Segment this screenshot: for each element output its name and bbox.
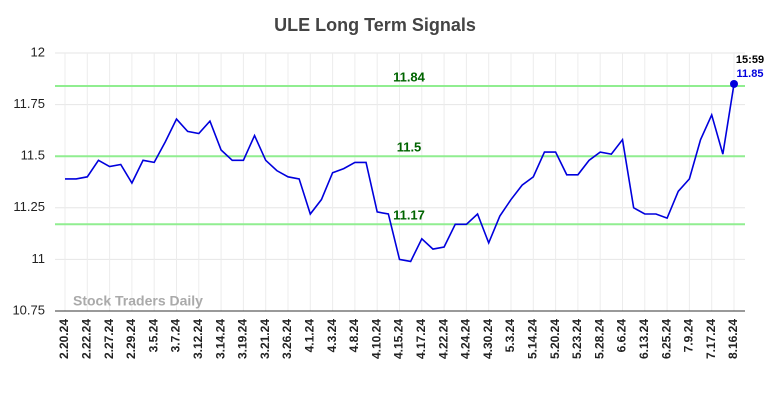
x-tick-label: 6.25.24 xyxy=(659,319,673,359)
chart-title: ULE Long Term Signals xyxy=(274,15,476,35)
x-tick-label: 6.6.24 xyxy=(615,319,629,353)
x-tick-label: 3.14.24 xyxy=(213,319,227,359)
x-tick-label: 2.29.24 xyxy=(124,319,138,359)
signal-label: 11.17 xyxy=(393,208,425,223)
x-tick-label: 4.8.24 xyxy=(347,319,361,353)
x-tick-label: 3.5.24 xyxy=(146,319,160,353)
x-tick-label: 3.21.24 xyxy=(258,319,272,359)
signal-label: 11.84 xyxy=(393,69,426,84)
y-tick-label: 11 xyxy=(32,251,46,266)
x-tick-label: 4.30.24 xyxy=(481,319,495,359)
x-tick-label: 7.17.24 xyxy=(704,319,718,359)
x-tick-label: 3.7.24 xyxy=(169,319,183,353)
x-tick-label: 3.26.24 xyxy=(280,319,294,359)
x-tick-label: 3.19.24 xyxy=(236,319,250,359)
x-tick-label: 5.3.24 xyxy=(503,319,517,353)
y-tick-label: 11.5 xyxy=(21,148,45,163)
x-tick-label: 4.22.24 xyxy=(436,319,450,359)
y-tick-label: 10.75 xyxy=(12,302,45,317)
x-tick-label: 4.1.24 xyxy=(302,319,316,353)
last-value: 11.85 xyxy=(737,68,764,80)
last-time: 15:59 xyxy=(736,54,764,66)
x-tick-label: 5.14.24 xyxy=(525,319,539,359)
x-tick-label: 5.23.24 xyxy=(570,319,584,359)
x-tick-label: 4.17.24 xyxy=(414,319,428,359)
y-tick-label: 12 xyxy=(31,44,45,59)
x-tick-label: 4.3.24 xyxy=(325,319,339,353)
x-tick-label: 3.12.24 xyxy=(191,319,205,359)
x-tick-label: 5.20.24 xyxy=(548,319,562,359)
last-point xyxy=(730,79,738,88)
x-tick-label: 8.16.24 xyxy=(726,319,740,359)
x-tick-label: 2.20.24 xyxy=(57,319,71,359)
x-tick-label: 4.10.24 xyxy=(369,319,383,359)
watermark: Stock Traders Daily xyxy=(73,293,203,309)
price-line xyxy=(65,83,735,263)
x-tick-label: 2.22.24 xyxy=(79,319,93,359)
x-tick-label: 4.15.24 xyxy=(392,319,406,359)
x-tick-label: 7.9.24 xyxy=(682,319,696,353)
y-tick-label: 11.75 xyxy=(13,96,45,111)
x-tick-label: 2.27.24 xyxy=(102,319,116,359)
x-tick-label: 6.13.24 xyxy=(637,319,651,359)
y-tick-label: 11.25 xyxy=(13,199,45,214)
x-tick-label: 5.28.24 xyxy=(592,319,606,359)
signal-label: 11.5 xyxy=(397,140,422,155)
x-tick-label: 4.24.24 xyxy=(459,319,473,359)
